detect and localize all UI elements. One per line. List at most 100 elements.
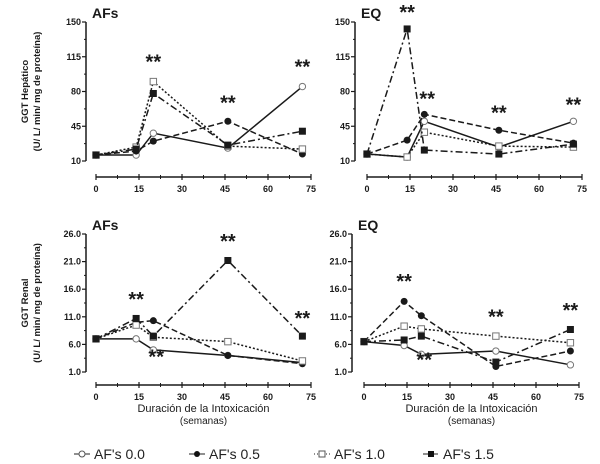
y-tick-label: 115 <box>335 52 350 62</box>
significance-annotation: ** <box>399 2 415 24</box>
data-point <box>132 314 140 322</box>
data-point <box>298 332 306 340</box>
significance-annotation: ** <box>148 347 164 369</box>
panel-3: 1.0 6.0 11.0 16.0 21.0 26.0 0 15 30 45 60 75 AFs GGT … <box>20 217 316 427</box>
data-point <box>495 126 503 134</box>
series-line <box>366 120 574 158</box>
y-tick-label: 45 <box>71 121 81 131</box>
data-point <box>298 145 307 153</box>
data-point <box>400 297 408 305</box>
legend-item-af-1-0: AF's 1.0 <box>314 446 385 462</box>
significance-annotation: ** <box>220 231 236 253</box>
y-axis-label: GGT Hepático <box>20 60 31 124</box>
series-line <box>366 113 574 155</box>
series-line <box>95 80 303 156</box>
series-open-square <box>92 321 307 365</box>
data-point <box>569 117 578 125</box>
series-line <box>363 328 571 363</box>
open-square-marker-icon <box>314 450 330 458</box>
x-tick-label: 45 <box>491 184 501 194</box>
data-point <box>420 146 428 154</box>
x-tick-label: 75 <box>306 184 316 194</box>
series-line <box>95 319 303 365</box>
panel-label: AFs <box>92 5 119 21</box>
x-tick-label: 0 <box>364 184 369 194</box>
legend-item-af-0-0: AF's 0.0 <box>74 446 145 462</box>
y-tick-label: 10 <box>71 156 81 166</box>
x-tick-label: 0 <box>93 184 98 194</box>
series-line <box>363 340 571 366</box>
data-point <box>132 335 140 343</box>
y-tick-label: 16.0 <box>329 284 347 294</box>
data-point <box>403 136 411 144</box>
data-point <box>417 332 425 340</box>
y-tick-label: 1.0 <box>68 367 81 377</box>
x-tick-label: 15 <box>134 392 144 402</box>
data-point <box>417 325 426 333</box>
x-tick-label: 60 <box>534 184 544 194</box>
significance-annotation: ** <box>396 271 412 293</box>
y-tick-label: 11.0 <box>64 312 81 322</box>
series-line <box>95 92 303 156</box>
data-point <box>420 110 428 118</box>
x-tick-label: 60 <box>531 392 541 402</box>
x-tick-label: 0 <box>361 392 366 402</box>
data-point <box>224 117 232 125</box>
x-tick-label: 30 <box>445 392 455 402</box>
x-tick-label: 30 <box>177 392 187 402</box>
y-tick-label: 11.0 <box>330 312 347 322</box>
series-open-square <box>92 77 307 159</box>
x-tick-label: 30 <box>177 184 187 194</box>
data-point <box>492 358 500 366</box>
data-point <box>417 312 425 320</box>
significance-annotation: ** <box>416 349 432 371</box>
data-point <box>224 337 232 346</box>
y-tick-label: 115 <box>66 52 81 62</box>
significance-annotation: ** <box>220 92 236 114</box>
significance-annotation: ** <box>128 289 144 311</box>
data-point <box>132 321 140 329</box>
y-tick-label: 45 <box>340 121 350 131</box>
data-point <box>400 322 408 330</box>
x-tick-label: 45 <box>220 392 230 402</box>
series-line <box>95 259 303 340</box>
x-tick-label: 75 <box>306 392 316 402</box>
series-line <box>366 28 574 155</box>
y-tick-label: 21.0 <box>63 257 81 267</box>
series-filled-square <box>360 325 574 366</box>
data-point <box>403 25 411 33</box>
x-tick-label: 60 <box>263 184 273 194</box>
x-tick-label: 45 <box>220 184 230 194</box>
significance-annotation: ** <box>491 102 507 124</box>
data-point <box>363 150 371 158</box>
data-point <box>420 117 429 125</box>
y-axis-label: (U/ L/ min/ mg de proteína) <box>32 32 43 152</box>
panel-label: EQ <box>358 217 378 233</box>
y-tick-label: 80 <box>340 87 350 97</box>
series-line <box>95 324 303 362</box>
data-point <box>492 332 500 340</box>
data-point <box>495 142 503 150</box>
y-tick-label: 26.0 <box>329 229 347 239</box>
data-point <box>224 256 232 264</box>
data-point <box>417 350 426 359</box>
series-filled-circle <box>363 110 577 158</box>
data-point <box>149 317 157 325</box>
x-tick-label: 60 <box>263 392 273 402</box>
y-tick-label: 10 <box>340 156 350 166</box>
legend-label: AF's 0.5 <box>209 446 260 462</box>
open-circle-marker-icon <box>74 450 90 458</box>
x-axis-label: Duración de la Intoxicación <box>137 403 269 415</box>
panel-1: 10 45 80 115 150 0 15 30 45 60 75 AFs GGT Hepático (U… <box>20 5 316 194</box>
data-point <box>566 339 575 347</box>
y-tick-label: 6.0 <box>68 339 81 349</box>
data-point <box>149 332 157 340</box>
panel-label: EQ <box>361 5 381 21</box>
significance-annotation: ** <box>566 94 582 116</box>
y-axis-label: (U/ L/ min/ mg de proteína) <box>32 243 43 363</box>
data-point <box>400 336 408 344</box>
series-filled-square <box>363 25 577 158</box>
y-tick-label: 80 <box>71 87 81 97</box>
series-line <box>363 300 571 368</box>
